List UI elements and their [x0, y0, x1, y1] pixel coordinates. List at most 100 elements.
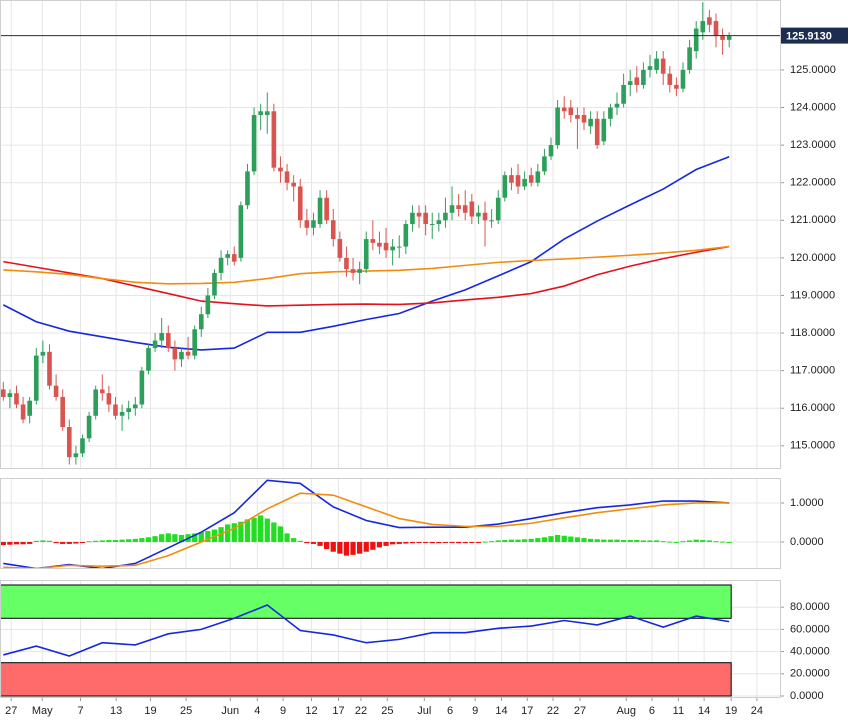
candle-body: [390, 246, 395, 251]
histogram-bar: [310, 541, 317, 544]
x-tick-label: 13: [110, 705, 122, 717]
candle-body: [726, 36, 732, 40]
histogram-bar: [422, 541, 429, 543]
candle-body: [172, 348, 178, 360]
histogram-bar: [726, 541, 732, 543]
y-tick-label: 116.0000: [790, 402, 835, 414]
histogram-bar: [482, 541, 488, 543]
candle-body: [185, 351, 191, 356]
histogram-bar: [126, 539, 132, 542]
y-tick-label: 124.0000: [790, 101, 836, 113]
histogram-bar: [172, 534, 178, 542]
x-tick-label: 6: [447, 705, 453, 717]
x-tick-label: 17: [521, 705, 533, 717]
panel-frame: [0, 478, 781, 569]
histogram-bar: [192, 533, 198, 542]
candle-body: [80, 438, 85, 454]
histogram-bar: [251, 517, 257, 542]
histogram-bar: [258, 515, 264, 542]
y-tick-label: 1.0000: [790, 497, 824, 509]
histogram-bar: [594, 539, 600, 542]
candle-body: [535, 171, 541, 183]
histogram-bar: [693, 539, 699, 542]
histogram-bar: [581, 538, 587, 542]
candle-body: [370, 239, 376, 243]
histogram-bar: [416, 541, 422, 543]
histogram-bar: [33, 540, 39, 542]
candle-body: [707, 17, 712, 25]
candle-body: [601, 118, 607, 142]
candle-body: [350, 269, 356, 273]
candle-body: [60, 396, 65, 428]
x-tick-label: 6: [649, 705, 655, 717]
candle-body: [225, 254, 230, 258]
last-price-label: 125.9130: [786, 31, 832, 43]
candle-body: [588, 118, 593, 127]
histogram-bar: [350, 541, 356, 555]
candle-body: [324, 197, 329, 221]
histogram-bar: [660, 541, 666, 543]
histogram-bar: [713, 541, 719, 543]
candle-body: [674, 84, 679, 89]
x-tick-label: 25: [381, 705, 393, 717]
candle-body: [713, 21, 719, 37]
histogram-bar: [178, 534, 185, 542]
candle-body: [192, 329, 197, 356]
histogram-bar: [7, 541, 13, 545]
candle-body: [396, 246, 402, 248]
candle-body: [198, 314, 204, 330]
histogram-bar: [53, 541, 59, 544]
histogram-bar: [357, 541, 363, 554]
histogram-bar: [79, 541, 86, 543]
histogram-bar: [403, 541, 409, 544]
candle-body: [403, 224, 409, 247]
histogram-bar: [66, 541, 72, 544]
histogram-bar: [680, 541, 686, 543]
x-tick-label: 7: [77, 705, 83, 717]
candle-body: [317, 197, 323, 225]
histogram-bar: [667, 541, 673, 543]
y-tick-label: 80.0000: [790, 601, 830, 613]
histogram-bar: [449, 541, 455, 543]
candle-body: [132, 404, 138, 409]
histogram-bar: [614, 539, 620, 542]
plot-area: [0, 0, 780, 468]
y-tick-label: 121.0000: [790, 214, 836, 226]
y-tick-label: 120.0000: [790, 252, 836, 264]
x-tick-label: 11: [673, 705, 684, 717]
histogram-bar: [587, 538, 594, 542]
histogram-bar: [363, 541, 369, 552]
histogram-bar: [528, 538, 534, 542]
rsi-zone: [0, 662, 732, 697]
histogram-bar: [145, 537, 152, 542]
candle-body: [0, 389, 6, 397]
plot-area: [0, 580, 780, 697]
candle-body: [165, 333, 171, 349]
x-tick-label: 19: [725, 705, 737, 717]
candle-body: [489, 220, 494, 222]
candle-body: [423, 212, 428, 225]
candle-body: [522, 178, 527, 187]
candle-body: [212, 272, 217, 296]
histogram-bar: [634, 540, 640, 542]
candle-body: [555, 107, 560, 146]
candle-body: [476, 212, 481, 217]
histogram-bar: [60, 541, 66, 544]
candle-body: [106, 393, 112, 405]
x-tick-label: 9: [472, 705, 478, 717]
candle-body: [429, 224, 435, 226]
histogram-bar: [640, 540, 647, 542]
candle-body: [344, 257, 349, 270]
line-series: [3, 492, 730, 568]
histogram-bar: [376, 541, 383, 548]
y-tick-label: 118.0000: [790, 327, 835, 339]
histogram-bar: [673, 541, 680, 543]
candle-body: [119, 411, 125, 416]
candle-body: [284, 171, 290, 183]
candle-body: [291, 182, 296, 187]
x-tick-label: Jun: [221, 705, 239, 717]
candle-body: [231, 254, 237, 262]
x-tick-label: 25: [180, 705, 192, 717]
candle-body: [27, 400, 33, 416]
